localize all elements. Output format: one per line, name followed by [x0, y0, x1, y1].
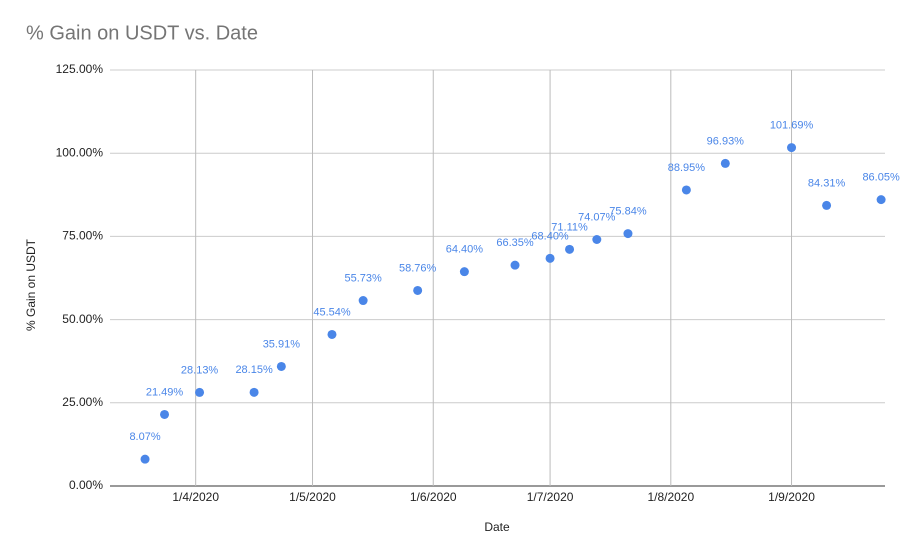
- data-label: 75.84%: [609, 206, 647, 218]
- data-label: 45.54%: [313, 306, 351, 318]
- data-label: 8.07%: [129, 431, 160, 443]
- point: [876, 195, 886, 205]
- point: [623, 229, 633, 239]
- data-label: 74.07%: [578, 211, 616, 223]
- data-label: 21.49%: [146, 386, 184, 398]
- point: [565, 244, 575, 254]
- data-label: 66.35%: [496, 237, 534, 249]
- point: [592, 234, 602, 244]
- x-tick-label: 1/5/2020: [289, 490, 336, 504]
- x-axis-label: Date: [484, 520, 510, 534]
- y-tick-label: 25.00%: [62, 395, 103, 409]
- data-label: 96.93%: [707, 135, 745, 147]
- x-tick-label: 1/4/2020: [172, 490, 219, 504]
- x-tick-label: 1/6/2020: [410, 490, 457, 504]
- point: [358, 296, 368, 306]
- point: [195, 387, 205, 397]
- data-label: 58.76%: [399, 262, 437, 274]
- y-tick-label: 0.00%: [69, 478, 103, 492]
- point: [822, 200, 832, 210]
- y-tick-label: 50.00%: [62, 312, 103, 326]
- point: [681, 185, 691, 195]
- data-label: 64.40%: [446, 244, 484, 256]
- point: [327, 329, 337, 339]
- point: [160, 409, 170, 419]
- chart-title: % Gain on USDT vs. Date: [26, 22, 258, 44]
- point: [276, 361, 286, 371]
- data-label: 28.15%: [235, 364, 273, 376]
- x-tick-label: 1/8/2020: [647, 490, 694, 504]
- point: [787, 143, 797, 153]
- data-label: 68.40%: [531, 230, 569, 242]
- point: [249, 387, 259, 397]
- data-label: 28.13%: [181, 364, 219, 376]
- point: [413, 285, 423, 295]
- data-label: 84.31%: [808, 177, 846, 189]
- point: [459, 267, 469, 277]
- x-tick-label: 1/9/2020: [768, 490, 815, 504]
- data-label: 88.95%: [668, 162, 706, 174]
- data-label: 71.11%: [551, 221, 588, 233]
- data-label: 35.91%: [263, 338, 301, 350]
- y-axis-label: % Gain on USDT: [24, 238, 38, 331]
- point: [720, 158, 730, 168]
- data-label: 101.69%: [770, 119, 814, 131]
- point: [545, 253, 555, 263]
- data-label: 55.73%: [344, 272, 382, 284]
- y-tick-label: 75.00%: [62, 229, 103, 243]
- x-tick-label: 1/7/2020: [527, 490, 574, 504]
- point: [140, 454, 150, 464]
- y-tick-label: 100.00%: [56, 145, 104, 159]
- data-label: 86.05%: [862, 172, 900, 184]
- point: [510, 260, 520, 270]
- y-tick-label: 125.00%: [56, 62, 104, 76]
